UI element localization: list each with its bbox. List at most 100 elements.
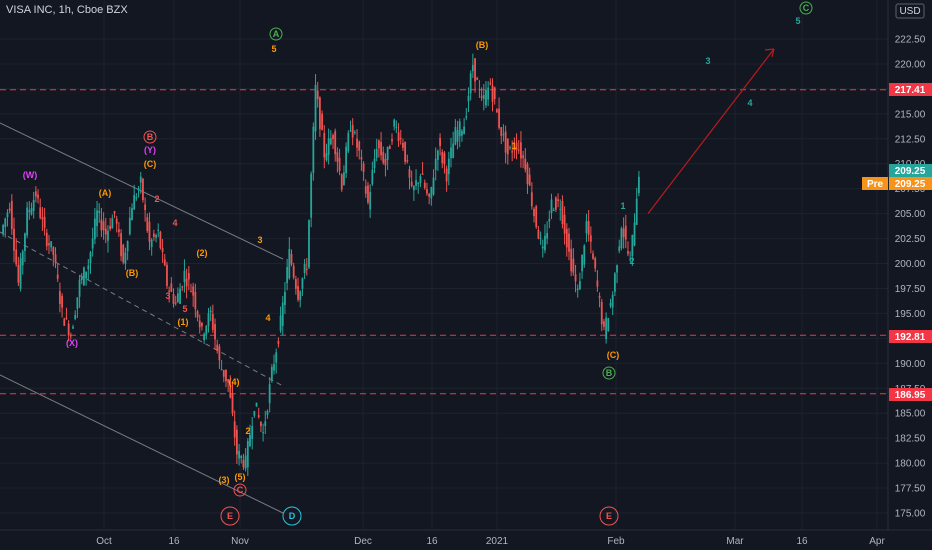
candle-body [511, 151, 514, 153]
candle-body [552, 209, 555, 211]
candle-body [305, 268, 308, 270]
candle-body [227, 379, 230, 383]
candle-body [148, 221, 151, 242]
candle-body [50, 241, 53, 248]
candle-body [397, 132, 400, 142]
price-tick-label: 202.50 [895, 234, 926, 245]
wave-label: 3 [705, 56, 710, 66]
candle-body [179, 288, 181, 304]
time-axis: Oct 16 Nov Dec 16 2021 Feb Mar 16 Apr [96, 536, 885, 547]
candle-body [515, 142, 518, 151]
candle-body [535, 206, 538, 228]
candle-body [603, 321, 605, 327]
candle-body [485, 90, 487, 106]
candle-body [439, 137, 441, 147]
candle-body [461, 130, 463, 136]
price-axis: 175.00177.50180.00182.50185.00187.50190.… [895, 35, 926, 520]
projection-arrowhead [764, 48, 775, 58]
candle-body [2, 225, 4, 234]
candle-body [633, 222, 636, 246]
candle-body [8, 208, 11, 211]
candle-body [288, 248, 291, 279]
price-tick-label: 205.00 [895, 209, 926, 220]
candle-body [399, 137, 402, 139]
wave-label: E [227, 511, 233, 521]
candle-body [471, 65, 474, 72]
candle-body [631, 234, 634, 257]
candle-body [570, 248, 573, 272]
candle-body [72, 326, 74, 329]
candle-body [312, 126, 315, 173]
price-tick-label: 197.50 [895, 284, 926, 295]
horizontal-levels [0, 89, 888, 395]
candle-body [275, 352, 278, 363]
wave-label: 4 [747, 98, 752, 108]
candle-body [423, 182, 426, 189]
price-tick-label: 215.00 [895, 109, 926, 120]
candle-body [452, 143, 455, 159]
price-tick-label: 222.50 [895, 35, 926, 46]
candle-body [209, 310, 212, 313]
candle-body [85, 271, 88, 279]
candle-body [15, 249, 18, 265]
time-tick-label: Nov [231, 536, 249, 547]
candle-body [28, 210, 31, 212]
candle-body [301, 278, 304, 289]
candle-body [345, 146, 348, 174]
last-price-text: 209.25 [895, 166, 926, 177]
candle-body [34, 191, 37, 197]
currency-label: USD [899, 6, 920, 17]
candle-body [530, 192, 533, 207]
candle-body [139, 176, 142, 183]
candle-body [321, 113, 323, 130]
price-tick-label: 185.00 [895, 409, 926, 420]
price-tick-label: 182.50 [895, 434, 926, 445]
candle-body [262, 432, 264, 434]
candle-body [325, 153, 328, 161]
candle-body [373, 158, 376, 169]
candle-body [406, 159, 409, 162]
candle-body [56, 274, 59, 279]
candle-body [41, 217, 44, 220]
candle-body [52, 247, 55, 255]
candle-body [117, 229, 120, 233]
time-tick-label: Mar [726, 536, 744, 547]
candle-body [6, 212, 9, 218]
wave-label: (X) [66, 338, 78, 348]
candle-body [93, 218, 96, 240]
price-tick-label: 200.00 [895, 259, 926, 270]
candle-body [310, 173, 313, 218]
candle-body [384, 158, 387, 166]
wave-label: (B) [126, 268, 139, 278]
candle-body [627, 251, 629, 254]
candle-body [450, 147, 452, 159]
candle-body [380, 141, 382, 156]
candle-body [240, 456, 243, 459]
candle-body [587, 221, 590, 235]
projection-line [647, 48, 775, 214]
candle-body [369, 191, 372, 210]
candle-body [100, 219, 103, 231]
level-tag-192: 192.81 [889, 330, 932, 343]
candle-body [17, 264, 20, 283]
usd-badge[interactable]: USD [895, 3, 925, 19]
candle-body [273, 364, 275, 371]
wave-label: C [803, 3, 810, 13]
candle-body [332, 135, 334, 140]
candle-body [264, 421, 267, 426]
candle-body [609, 303, 612, 306]
wave-label: (W) [23, 170, 38, 180]
candle-body [299, 291, 302, 301]
candle-body [367, 185, 369, 203]
candle-body [268, 384, 271, 404]
wave-label: 3 [257, 235, 262, 245]
wave-label: (B) [476, 40, 489, 50]
candle-body [196, 311, 199, 318]
candle-body [559, 208, 562, 210]
candle-body [83, 267, 85, 286]
candle-body [491, 85, 494, 102]
candle-body [96, 210, 98, 227]
candle-body [231, 393, 234, 414]
candle-body [201, 322, 203, 327]
